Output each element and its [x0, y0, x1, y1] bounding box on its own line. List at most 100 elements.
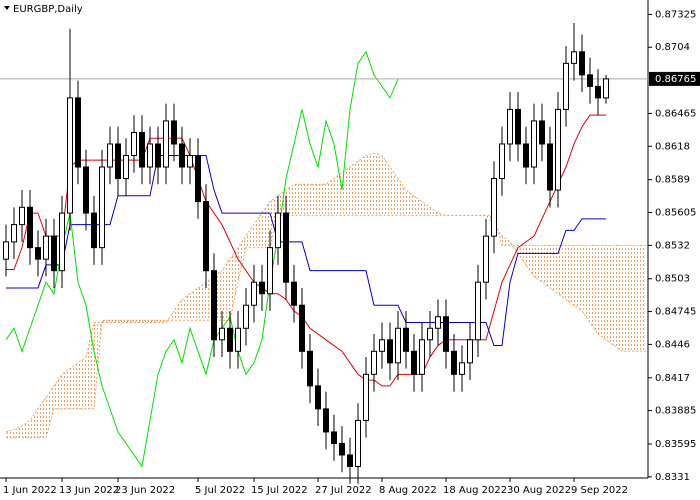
cloud-fill	[326, 178, 334, 216]
last-price-tag	[649, 71, 700, 86]
candle-body	[51, 235, 57, 272]
y-tick-label: 0.83885	[655, 406, 696, 417]
candle-body	[571, 51, 577, 64]
cloud-fill	[142, 320, 150, 323]
candle-body	[547, 143, 553, 191]
candle-body	[75, 97, 81, 168]
candle-body	[267, 247, 273, 295]
y-tick-label: 0.8417	[655, 373, 690, 384]
cloud-fill	[46, 385, 54, 438]
cloud-fill	[534, 245, 542, 283]
candle-body	[435, 316, 441, 329]
cloud-fill	[374, 153, 382, 216]
cloud-fill	[366, 153, 374, 216]
y-tick-label: 0.8532	[655, 240, 690, 251]
candle-body	[483, 235, 489, 283]
candle-body	[563, 62, 569, 110]
candle-body	[539, 120, 545, 145]
candle-body	[203, 201, 209, 272]
candle-body	[131, 131, 137, 156]
candle-body	[283, 212, 289, 283]
candle-body	[107, 143, 113, 168]
cloud-fill	[222, 259, 230, 321]
y-tick-label: 0.8503	[655, 274, 690, 285]
cloud-fill	[350, 161, 358, 216]
cloud-fill	[110, 320, 118, 323]
cloud-fill	[638, 245, 646, 352]
candle-body	[587, 74, 593, 87]
candle-body	[555, 108, 561, 191]
cloud-fill	[62, 368, 70, 409]
cloud-fill	[622, 245, 630, 352]
y-tick-label: 0.83595	[655, 439, 696, 450]
cloud-fill	[150, 320, 158, 323]
candle-body	[235, 327, 241, 352]
cloud-fill	[358, 155, 366, 216]
candle-body	[379, 339, 385, 352]
candle-body	[179, 143, 185, 168]
candle-body	[3, 241, 9, 260]
y-tick-label: 0.8331	[655, 472, 690, 483]
cloud-fill	[22, 420, 30, 438]
cloud-fill	[166, 310, 174, 323]
candle-body	[347, 454, 353, 467]
cloud-fill	[38, 397, 46, 438]
cloud-fill	[614, 245, 622, 352]
cloud-fill	[230, 247, 238, 321]
indicator-line	[5, 50, 399, 468]
cloud-fill	[598, 245, 606, 340]
cloud-fill	[558, 245, 566, 300]
cloud-fill	[14, 426, 22, 438]
candle-body	[211, 270, 217, 341]
candle-body	[531, 120, 537, 168]
candle-body	[491, 178, 497, 237]
candle-body	[523, 143, 529, 168]
cloud-fill	[382, 155, 390, 216]
cloud-span	[6, 214, 646, 439]
cloud-fill	[550, 245, 558, 294]
y-tick-label: 0.86465	[655, 108, 696, 119]
cloud-fill	[342, 167, 350, 216]
cloud-fill	[190, 287, 198, 321]
x-tick-label: 30 Aug 2022	[507, 485, 571, 496]
candle-body	[259, 281, 265, 295]
x-tick-label: 5 Jul 2022	[195, 485, 245, 496]
candle-body	[315, 385, 321, 410]
y-tick-label: 0.87325	[655, 9, 696, 20]
cloud-fill	[126, 320, 134, 323]
indicator-line	[6, 114, 606, 387]
candle-body	[163, 120, 169, 168]
candle-body	[139, 131, 145, 168]
y-tick-label: 0.8618	[655, 141, 690, 152]
candle-body	[251, 281, 257, 306]
candle-body	[243, 304, 249, 329]
candle-body	[91, 212, 97, 249]
cloud-fill	[606, 245, 614, 346]
candle-body	[155, 143, 161, 168]
x-tick-label: 15 Jul 2022	[251, 485, 308, 496]
candle-body	[355, 419, 361, 467]
candle-body	[403, 327, 409, 352]
cloud-fill	[630, 245, 638, 352]
candle-body	[331, 431, 337, 444]
candle-body	[387, 339, 393, 364]
cloud-fill	[158, 320, 166, 323]
cloud-fill	[302, 184, 310, 216]
cloud-fill	[246, 224, 254, 248]
candle-body	[411, 350, 417, 375]
cloud-fill	[30, 408, 38, 438]
y-tick-label: 0.85605	[655, 208, 696, 219]
candle-body	[515, 108, 521, 145]
x-tick-label: 1 Jun 2022	[3, 485, 57, 496]
candle-body	[467, 339, 473, 364]
last-price-label: 0.86765	[655, 74, 696, 85]
cloud-fill	[118, 320, 126, 323]
candle-body	[419, 339, 425, 375]
x-tick-label: 9 Sep 2022	[571, 485, 628, 496]
candle-body	[579, 51, 585, 76]
x-tick-label: 27 Jul 2022	[315, 485, 372, 496]
candle-body	[219, 327, 225, 341]
candle-body	[507, 108, 513, 145]
cloud-fill	[518, 245, 526, 265]
